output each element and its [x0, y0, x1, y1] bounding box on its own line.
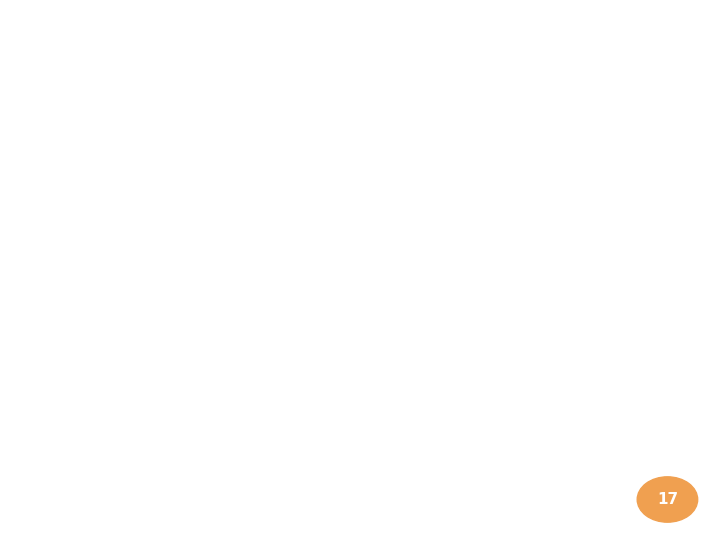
Text: One assumption which is used through out is that the
components, both normally o: One assumption which is used through out… — [35, 394, 487, 472]
Text: A simple and most basic standby system is shown. A represents
the main operating: A simple and most basic standby system i… — [35, 296, 530, 353]
Text: A: A — [300, 234, 316, 254]
Text: 17: 17 — [657, 492, 678, 507]
Bar — [256, 211, 360, 278]
Bar — [256, 76, 360, 143]
Text: S: S — [474, 139, 488, 159]
Text: Standby systems: Standby systems — [35, 26, 276, 50]
Text: B: B — [300, 99, 316, 119]
